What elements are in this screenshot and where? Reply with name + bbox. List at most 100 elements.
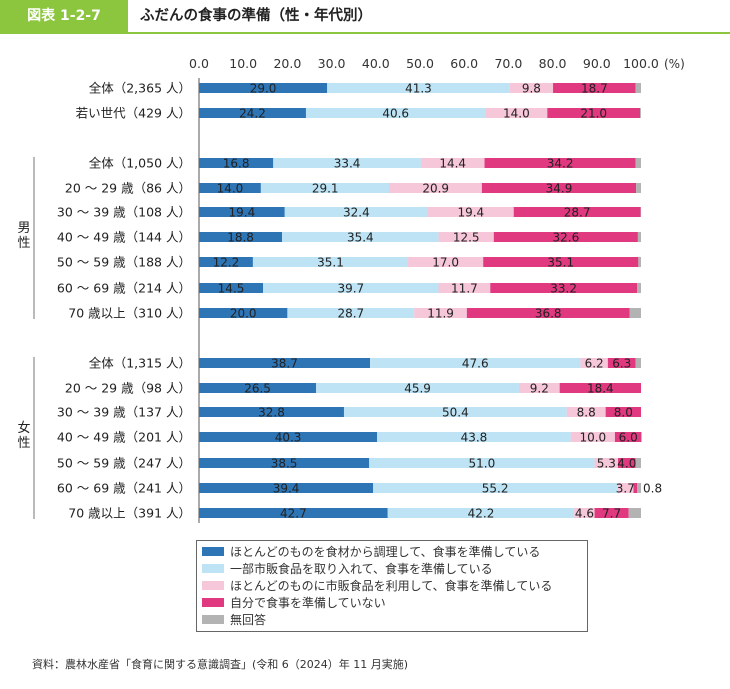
data-label: 11.9 [427, 307, 454, 321]
bar-segment [327, 83, 510, 93]
data-label: 19.4 [457, 206, 484, 220]
bar-segment [493, 232, 638, 242]
data-label: 9.2 [530, 382, 549, 396]
data-label: 33.4 [334, 157, 361, 171]
data-label: 38.5 [271, 457, 298, 471]
bar-segment [637, 232, 641, 242]
figure-title: ふだんの食事の準備（性・年代別） [140, 8, 372, 24]
category-label: 60 ～ 69 歳（241 人） [57, 481, 191, 496]
x-tick-label: 60.0 [450, 56, 478, 71]
figure-label: 図表 1-2-7 [0, 0, 128, 32]
legend-label-4: 自分で食事を準備していない [230, 596, 386, 610]
bar-segment [373, 483, 618, 493]
group-label-char: 男 [17, 221, 30, 236]
bar-segment [273, 158, 421, 168]
bar-segment [509, 83, 554, 93]
x-tick-label: 40.0 [362, 56, 390, 71]
bar-segment [263, 283, 439, 293]
data-label: 35.1 [547, 256, 574, 270]
category-label: 70 歳以上（391 人） [68, 506, 191, 521]
legend-swatch-3 [202, 581, 224, 590]
data-label: 42.2 [468, 507, 495, 521]
data-label: 6.0 [619, 431, 638, 445]
data-label: 18.8 [227, 231, 254, 245]
bar-segment [199, 283, 264, 293]
category-label: 20 ～ 29 歳（98 人） [65, 381, 191, 396]
data-label: 42.7 [280, 507, 307, 521]
bar-segment [377, 432, 571, 442]
legend-item-3: ほとんどのものに市販食品を利用して、食事を準備している [202, 578, 587, 595]
data-label: 45.9 [404, 382, 431, 396]
data-label: 34.2 [547, 157, 574, 171]
bar-segment [635, 83, 641, 93]
source-note: 資料：農林水産省「食育に関する意識調査」(令和 6（2024）年 11 月実施) [32, 658, 409, 671]
bar-segment [617, 483, 634, 493]
bar-segment [369, 458, 595, 468]
bar-segment [519, 383, 560, 393]
bar-segment [438, 283, 491, 293]
data-label: 34.9 [546, 182, 573, 196]
legend-swatch-4 [202, 598, 224, 607]
data-label: 20.0 [230, 307, 257, 321]
category-label: 全体（1,315 人） [89, 356, 191, 371]
bar-segment [199, 308, 288, 318]
data-label: 16.8 [223, 157, 250, 171]
bar-segment [513, 207, 641, 217]
data-label: 10.0 [579, 431, 606, 445]
bar-segment [199, 158, 274, 168]
bar-segment [199, 458, 370, 468]
category-label: 70 歳以上（310 人） [68, 306, 191, 321]
bar-segment [284, 207, 428, 217]
data-label: 21.0 [580, 107, 607, 121]
bar-segment [287, 308, 415, 318]
bar-segment [282, 232, 439, 242]
x-tick-label: 90.0 [583, 56, 611, 71]
category-label: 30 ～ 39 歳（108 人） [57, 205, 191, 220]
data-label: 14.0 [503, 107, 530, 121]
bar-segment [199, 432, 378, 442]
legend-item-4: 自分で食事を準備していない [202, 595, 587, 612]
bar-segment [594, 508, 629, 518]
data-label: 36.8 [535, 307, 562, 321]
bar-segment [614, 432, 642, 442]
bar-segment [574, 508, 595, 518]
bar-segment [566, 407, 606, 417]
data-label: 3.7 [616, 482, 635, 496]
data-label: 20.9 [422, 182, 449, 196]
legend-label-3: ほとんどのものに市販食品を利用して、食事を準備している [230, 579, 553, 593]
data-label: 43.8 [461, 431, 488, 445]
bar-segment [570, 432, 615, 442]
data-label: 12.2 [213, 256, 240, 270]
category-label: 60 ～ 69 歳（214 人） [57, 281, 191, 296]
bar-segment [408, 257, 484, 267]
bar-segment [199, 483, 374, 493]
data-label: 29.1 [312, 182, 339, 196]
category-label: 50 ～ 59 歳（247 人） [57, 456, 191, 471]
bar-segment [638, 257, 641, 267]
bar-segment [640, 207, 642, 217]
x-tick-label: 70.0 [494, 56, 522, 71]
x-tick-label: 10.0 [229, 56, 257, 71]
bar-segment [635, 158, 641, 168]
data-label: 35.1 [317, 256, 344, 270]
legend-swatch-1 [202, 547, 224, 556]
bar-segment [580, 358, 608, 368]
data-label: 35.4 [347, 231, 374, 245]
category-label: 40 ～ 49 歳（201 人） [57, 430, 191, 445]
group-label-char: 性 [17, 236, 30, 251]
bar-segment [199, 257, 253, 267]
bar-segment [485, 108, 548, 118]
bar-segment [252, 257, 409, 267]
data-label: 28.7 [337, 307, 364, 321]
data-label: 9.8 [522, 82, 541, 96]
bar-segment [199, 358, 371, 368]
bar-segment [199, 83, 328, 93]
category-label: 若い世代（429 人） [76, 106, 191, 121]
group-label-char: 性 [17, 436, 30, 451]
bar-segment [483, 257, 639, 267]
data-label: 14.0 [217, 182, 244, 196]
bar-segment [414, 308, 467, 318]
x-axis-unit: (%) [664, 57, 685, 71]
data-label: 4.6 [575, 507, 594, 521]
data-label: 8.8 [577, 406, 596, 420]
